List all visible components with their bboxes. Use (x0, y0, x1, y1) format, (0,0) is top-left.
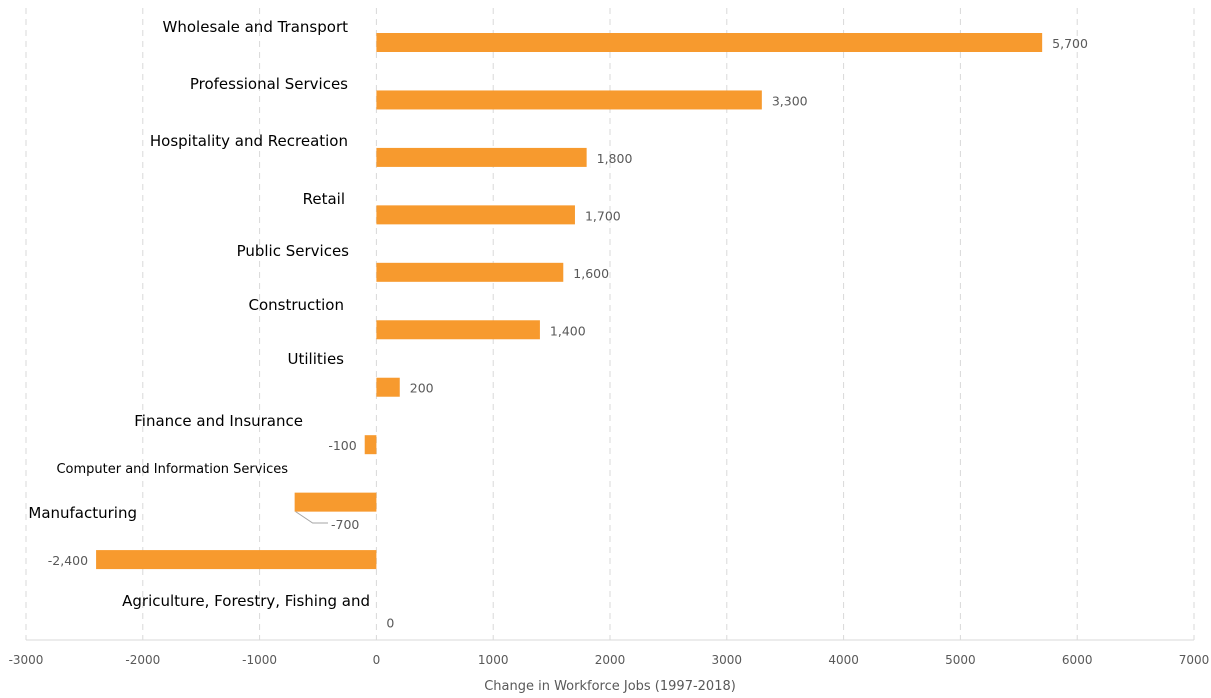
x-tick-label: 5000 (945, 653, 976, 667)
data-label: 3,300 (772, 93, 808, 108)
x-tick-label: -2000 (125, 653, 160, 667)
bar (376, 377, 400, 397)
category-label: Wholesale and Transport (163, 18, 349, 36)
bar (96, 550, 377, 570)
x-tick-label: -3000 (9, 653, 44, 667)
leader-line (295, 511, 328, 524)
x-tick-label: 2000 (595, 653, 626, 667)
bar (364, 435, 377, 455)
bar (376, 147, 587, 167)
category-label: Professional Services (190, 75, 348, 93)
data-label: 1,800 (597, 151, 633, 166)
data-label: 5,700 (1052, 36, 1088, 51)
category-label: Manufacturing (28, 504, 137, 522)
data-label: -100 (328, 438, 356, 453)
bar (294, 492, 377, 512)
category-label: Finance and Insurance (134, 412, 303, 430)
category-label: Agriculture, Forestry, Fishing and (122, 592, 370, 610)
x-tick-labels: -3000 -2000 -1000 0 1000 2000 3000 4000 5000 6000… (9, 653, 1210, 667)
data-label: 1,400 (550, 323, 586, 338)
data-label: -700 (331, 517, 359, 532)
data-label: 1,600 (573, 266, 609, 281)
x-axis-title: Change in Workforce Jobs (1997-2018) (484, 679, 736, 693)
bars (96, 33, 1043, 570)
category-label: Computer and Information Services (56, 462, 288, 477)
x-tick-label: 1000 (478, 653, 509, 667)
bar (376, 262, 564, 282)
data-label: 200 (410, 381, 434, 396)
x-tick-label: 0 (373, 653, 381, 667)
bar (376, 205, 575, 225)
x-tick-label: 7000 (1179, 653, 1210, 667)
bar (376, 320, 540, 340)
data-label: -2,400 (48, 553, 88, 568)
data-label: 1,700 (585, 208, 621, 223)
category-label: Public Services (237, 242, 350, 260)
x-tick-label: -1000 (242, 653, 277, 667)
category-label: Hospitality and Recreation (150, 132, 348, 150)
category-label: Retail (303, 190, 345, 208)
x-tick-label: 4000 (828, 653, 859, 667)
category-label: Utilities (288, 350, 345, 368)
x-tick-label: 3000 (712, 653, 743, 667)
bar (376, 90, 762, 110)
category-label: Construction (248, 296, 344, 314)
x-tick-label: 6000 (1062, 653, 1093, 667)
labels: Wholesale and Transport 5,700 Professional… (28, 18, 1088, 631)
bar (376, 33, 1043, 52)
data-label: 0 (386, 616, 394, 631)
